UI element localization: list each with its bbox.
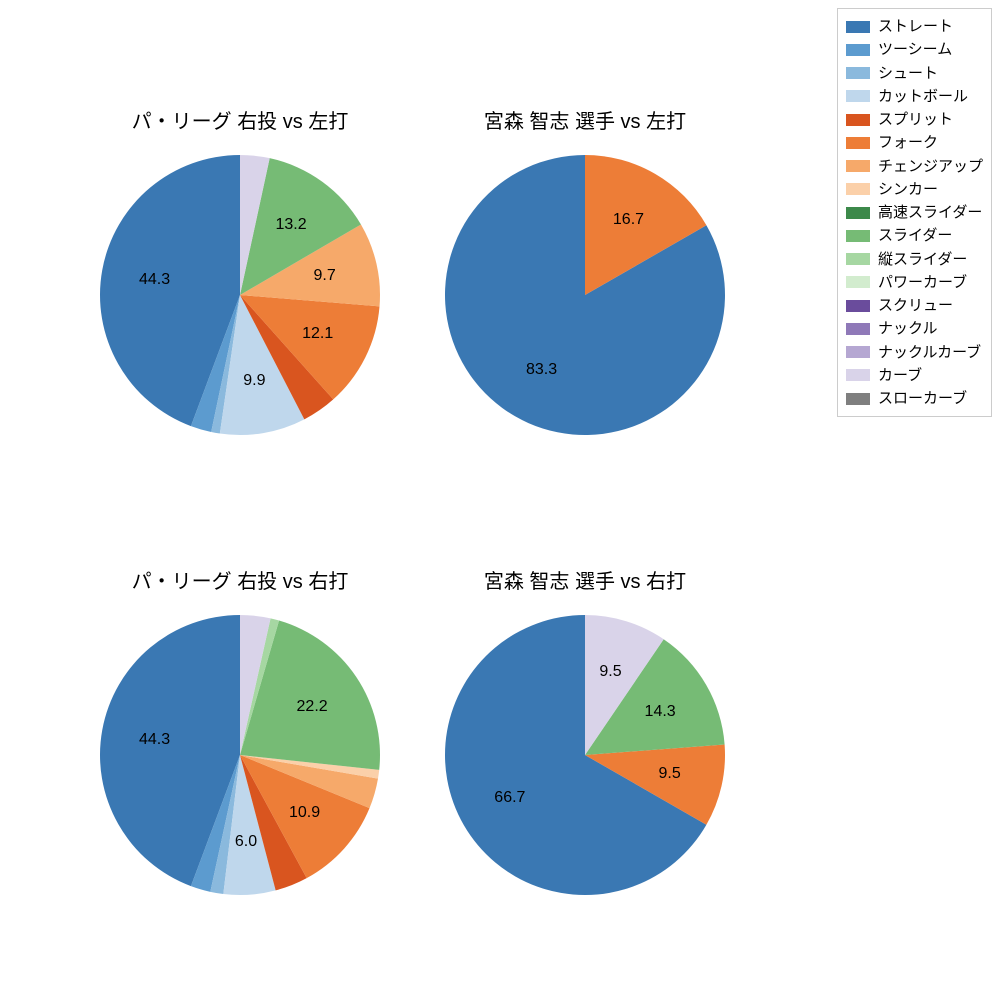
legend-swatch	[846, 44, 870, 56]
legend-label: シンカー	[878, 178, 938, 201]
legend-swatch	[846, 253, 870, 265]
legend-label: フォーク	[878, 131, 938, 154]
legend-item: スクリュー	[846, 294, 983, 317]
pie-slice-label: 9.7	[314, 267, 336, 285]
legend-label: スライダー	[878, 224, 952, 247]
legend-swatch	[846, 207, 870, 219]
legend-item: カットボール	[846, 85, 983, 108]
pie-slice-label: 16.7	[613, 211, 644, 229]
legend-swatch	[846, 276, 870, 288]
legend-swatch	[846, 393, 870, 405]
legend-item: ナックルカーブ	[846, 341, 983, 364]
pie-chart	[437, 147, 733, 443]
legend-label: 高速スライダー	[878, 201, 982, 224]
chart-title: 宮森 智志 選手 vs 左打	[425, 105, 745, 134]
legend-label: スローカーブ	[878, 387, 967, 410]
pie-slice-label: 44.3	[139, 731, 170, 749]
legend-swatch	[846, 230, 870, 242]
chart-title: パ・リーグ 右投 vs 右打	[80, 565, 400, 594]
legend-swatch	[846, 369, 870, 381]
legend-label: チェンジアップ	[878, 155, 983, 178]
legend-label: ナックル	[878, 317, 938, 340]
legend-label: シュート	[878, 62, 938, 85]
pie-slice-label: 44.3	[139, 271, 170, 289]
legend-item: ツーシーム	[846, 38, 983, 61]
legend-label: 縦スライダー	[878, 248, 967, 271]
legend-swatch	[846, 346, 870, 358]
legend-label: パワーカーブ	[878, 271, 967, 294]
legend-item: ナックル	[846, 317, 983, 340]
pie-slice-label: 14.3	[645, 703, 676, 721]
legend-label: スプリット	[878, 108, 953, 131]
pie-slice-label: 10.9	[289, 804, 320, 822]
pie-slice-label: 22.2	[297, 698, 328, 716]
legend-label: ストレート	[878, 15, 953, 38]
pie-chart	[92, 607, 388, 903]
pie-slice-label: 9.9	[243, 372, 265, 390]
legend-item: スローカーブ	[846, 387, 983, 410]
legend-swatch	[846, 114, 870, 126]
pie-slice-label: 83.3	[526, 361, 557, 379]
legend-swatch	[846, 137, 870, 149]
legend-item: チェンジアップ	[846, 155, 983, 178]
legend-label: カットボール	[878, 85, 968, 108]
legend-item: ストレート	[846, 15, 983, 38]
legend: ストレートツーシームシュートカットボールスプリットフォークチェンジアップシンカー…	[837, 8, 992, 417]
legend-label: ツーシーム	[878, 38, 952, 61]
legend-item: フォーク	[846, 131, 983, 154]
pie-slice-label: 9.5	[599, 663, 621, 681]
legend-swatch	[846, 67, 870, 79]
pie-slice-label: 12.1	[302, 325, 333, 343]
pie-slice-label: 9.5	[659, 765, 681, 783]
legend-label: スクリュー	[878, 294, 953, 317]
legend-swatch	[846, 183, 870, 195]
pie-slice-label: 6.0	[235, 833, 257, 851]
legend-item: 縦スライダー	[846, 248, 983, 271]
chart-title: 宮森 智志 選手 vs 右打	[425, 565, 745, 594]
legend-label: カーブ	[878, 364, 922, 387]
legend-item: スライダー	[846, 224, 983, 247]
legend-item: シュート	[846, 62, 983, 85]
legend-item: パワーカーブ	[846, 271, 983, 294]
legend-item: スプリット	[846, 108, 983, 131]
legend-swatch	[846, 90, 870, 102]
legend-swatch	[846, 160, 870, 172]
chart-title: パ・リーグ 右投 vs 左打	[80, 105, 400, 134]
legend-swatch	[846, 300, 870, 312]
pie-slice-label: 66.7	[494, 789, 525, 807]
legend-item: 高速スライダー	[846, 201, 983, 224]
legend-swatch	[846, 323, 870, 335]
legend-item: シンカー	[846, 178, 983, 201]
pie-chart	[437, 607, 733, 903]
legend-swatch	[846, 21, 870, 33]
pie-slice-label: 13.2	[275, 216, 306, 234]
legend-item: カーブ	[846, 364, 983, 387]
legend-label: ナックルカーブ	[878, 341, 981, 364]
pie-chart	[92, 147, 388, 443]
